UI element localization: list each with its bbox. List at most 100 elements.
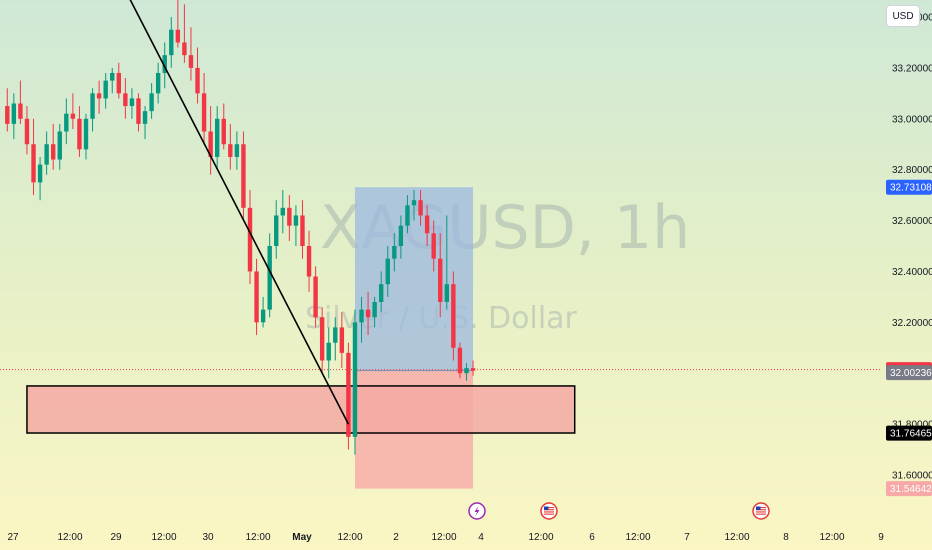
drawings[interactable]: [129, 0, 350, 425]
x-tick-label: 12:00: [528, 532, 553, 543]
candle: [418, 190, 423, 226]
candle: [293, 205, 299, 246]
candle: [339, 312, 345, 369]
price-label-text: 31.76465: [890, 429, 932, 440]
candle: [175, 0, 181, 48]
support-zone[interactable]: [26, 385, 576, 434]
candle: [352, 309, 358, 455]
y-tick-label: 33.00000: [892, 114, 932, 125]
y-tick-label: 32.80000: [892, 165, 932, 176]
candle: [287, 195, 292, 241]
candle: [83, 113, 89, 160]
candle: [372, 296, 377, 328]
candle: [169, 17, 174, 68]
x-tick-label: 12:00: [337, 532, 362, 543]
candle: [155, 62, 161, 104]
x-tick-label: 30: [202, 532, 214, 543]
candle: [359, 296, 364, 343]
candle: [188, 27, 194, 81]
candle: [392, 233, 397, 272]
x-tick-label: 27: [7, 532, 19, 543]
candle: [313, 266, 318, 328]
y-tick-label: 31.80000: [892, 420, 932, 431]
price-label: 32.00236: [886, 365, 932, 381]
candle: [306, 230, 312, 292]
x-tick-label: 12:00: [57, 532, 82, 543]
x-tick-label: 9: [878, 532, 884, 543]
x-tick-label: 6: [589, 532, 595, 543]
us-flag-icon[interactable]: [752, 502, 770, 520]
candle: [142, 106, 148, 140]
price-label-text: 32.00236: [890, 368, 932, 379]
candle: [457, 342, 463, 379]
candle: [438, 233, 443, 318]
candle: [116, 62, 121, 99]
y-tick-label: 32.60000: [892, 216, 932, 227]
us-flag-icon[interactable]: [540, 502, 558, 520]
price-axis[interactable]: 33.4000033.2000033.0000032.8000032.60000…: [886, 13, 932, 497]
price-label-text: 32.73108: [890, 183, 932, 194]
candle: [221, 103, 226, 150]
x-tick-label: 12:00: [245, 532, 270, 543]
candle: [5, 88, 10, 132]
price-label-text: 31.54642: [890, 484, 932, 495]
candle: [201, 72, 207, 145]
candle: [444, 215, 449, 310]
candle: [398, 215, 404, 259]
candlestick-series: [5, 0, 476, 455]
candle: [451, 271, 456, 361]
candle: [260, 296, 266, 328]
candle: [64, 98, 69, 145]
candle: [333, 317, 338, 361]
x-tick-label: 12:00: [625, 532, 650, 543]
candle: [254, 258, 259, 336]
time-axis[interactable]: 27 12:00 29 12:00 30 12:00 May 12:00 2 12:00 4 12:0…: [7, 532, 884, 543]
candle: [208, 106, 213, 175]
candle: [18, 80, 23, 124]
candle: [326, 327, 331, 379]
candle: [365, 291, 371, 336]
candle: [215, 106, 220, 170]
candle: [103, 72, 108, 109]
y-tick-label: 33.20000: [892, 63, 932, 74]
candle: [274, 200, 279, 259]
candle: [11, 93, 17, 140]
candle: [247, 190, 253, 285]
y-tick-label: 31.60000: [892, 471, 932, 482]
y-tick-label: 32.20000: [892, 318, 932, 329]
candle: [405, 195, 410, 234]
candle: [267, 233, 272, 318]
candle: [280, 190, 285, 234]
candle: [24, 106, 30, 155]
currency-button[interactable]: USD: [886, 5, 920, 27]
x-tick-label: 12:00: [431, 532, 456, 543]
candle: [300, 200, 305, 259]
x-tick-label: 7: [684, 532, 690, 543]
candle: [470, 360, 476, 376]
candle: [411, 190, 417, 221]
candle: [77, 106, 82, 157]
candle: [57, 123, 62, 170]
candle: [129, 88, 135, 119]
candle: [182, 4, 187, 63]
event-markers[interactable]: [468, 502, 770, 520]
candle: [346, 342, 351, 450]
x-tick-label: 12:00: [151, 532, 176, 543]
x-tick-label: May: [292, 532, 312, 543]
trendline[interactable]: [129, 0, 350, 425]
lightning-icon[interactable]: [468, 502, 486, 520]
price-label: 31.54642: [886, 481, 932, 497]
candle: [90, 88, 95, 132]
x-tick-label: 12:00: [819, 532, 844, 543]
candle: [234, 131, 240, 170]
candle: [228, 123, 233, 170]
candle: [431, 220, 436, 272]
y-tick-label: 32.40000: [892, 267, 932, 278]
drawing-zones[interactable]: [0, 187, 880, 489]
candle: [70, 93, 76, 129]
candle: [51, 123, 56, 170]
candle: [241, 131, 246, 221]
candle: [96, 80, 102, 114]
